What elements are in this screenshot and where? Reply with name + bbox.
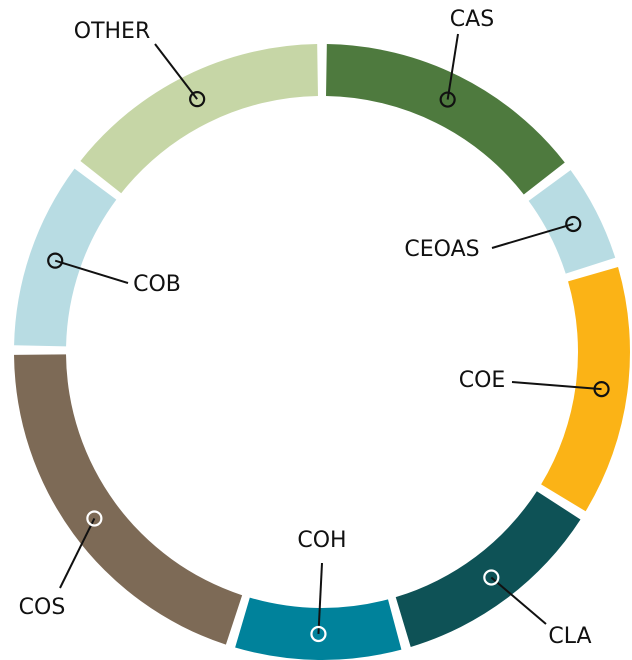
leader-line (446, 33, 459, 100)
donut-segment (14, 354, 243, 645)
segment-label: CEOAS (404, 237, 479, 262)
leader-marker (565, 215, 582, 233)
leader-marker (439, 91, 456, 108)
donut-segment (80, 44, 318, 194)
donut-segment (326, 44, 565, 195)
leader-line (317, 562, 323, 635)
leader-marker (483, 569, 500, 586)
segment-label: CAS (450, 7, 494, 32)
leader-line (154, 43, 198, 100)
leader-line (59, 518, 96, 589)
leader-line (511, 381, 602, 391)
leader-marker (86, 510, 103, 527)
leader-marker (47, 252, 64, 269)
leader-marker (310, 625, 327, 643)
donut-segment (541, 267, 630, 512)
segment-label: OTHER (74, 19, 150, 44)
segment-label: COH (297, 528, 346, 553)
leader-line (54, 259, 129, 284)
donut-segment (14, 168, 117, 347)
leader-line (490, 576, 547, 625)
leader-marker (593, 381, 610, 398)
donut-segment (395, 491, 581, 647)
leader-line (491, 223, 574, 249)
segment-label: CLA (548, 624, 591, 649)
leader-marker (189, 91, 206, 108)
segment-label: COS (19, 595, 66, 620)
donut-segment (528, 170, 616, 274)
segment-label: COE (459, 368, 506, 393)
segment-label: COB (133, 272, 181, 297)
